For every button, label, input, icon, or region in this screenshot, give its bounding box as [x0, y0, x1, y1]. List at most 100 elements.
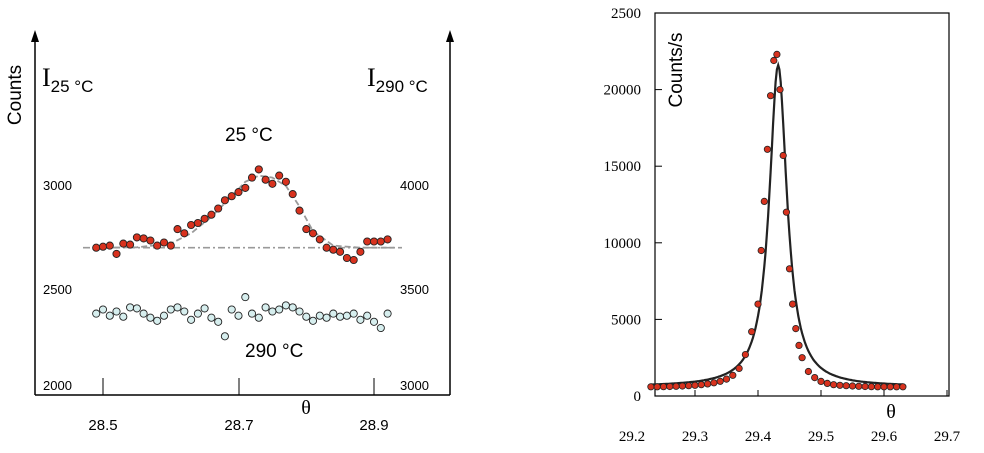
point-25c	[132, 233, 141, 242]
right-data-point	[691, 381, 699, 389]
point-25c	[227, 192, 236, 201]
right-xtick-label: 29.3	[682, 429, 708, 445]
right-data-point	[836, 381, 844, 389]
right-data-point	[703, 380, 712, 388]
right-data-point	[817, 377, 825, 385]
point-25c	[92, 243, 101, 252]
point-290c	[336, 312, 345, 321]
right-data-point	[886, 383, 894, 391]
point-290c	[363, 311, 372, 320]
left-axis-title-sub: 25 °C	[51, 77, 94, 96]
point-290c	[166, 305, 175, 314]
point-290c	[98, 305, 108, 314]
right-data-point	[804, 367, 813, 376]
left-xtick-28.7: 28.7	[224, 417, 253, 434]
point-25c	[336, 247, 345, 256]
point-290c	[369, 317, 379, 326]
left-fit-curve	[96, 174, 395, 249]
left-chart-left-axis-title: I25 °C	[42, 63, 93, 96]
point-25c	[214, 204, 223, 213]
right-data-point	[754, 300, 762, 308]
point-290c	[159, 311, 169, 320]
point-25c	[349, 255, 358, 265]
point-25c	[315, 235, 324, 244]
right-data-point	[760, 197, 768, 205]
point-25c	[112, 249, 121, 258]
point-290c	[376, 323, 385, 333]
left-chart-xlabel: θ	[301, 397, 311, 419]
right-data-point	[788, 300, 797, 308]
point-25c	[180, 229, 189, 238]
point-290c	[288, 303, 297, 312]
right-data-point	[823, 379, 831, 387]
left-chart: Counts I25 °C I290 °C 25 °C 290 °C 2000 …	[5, 30, 454, 434]
point-290c	[295, 307, 304, 316]
right-data-point	[776, 86, 784, 94]
point-290c	[119, 312, 128, 321]
right-data-point	[867, 383, 876, 391]
point-290c	[329, 309, 338, 318]
right-data-point	[710, 379, 718, 387]
right-data-point	[892, 383, 901, 391]
point-290c	[105, 311, 114, 320]
right-data-point	[773, 50, 781, 59]
right-data-point	[735, 364, 743, 372]
left-ytick-3000: 3000	[43, 178, 72, 193]
point-25c	[153, 241, 162, 250]
point-25c	[376, 237, 385, 246]
right-ytick-label: 10000	[604, 236, 642, 252]
point-290c	[187, 315, 196, 324]
right-ytick-label: 20000	[604, 83, 642, 99]
right-xtick-label: 29.6	[871, 429, 898, 445]
point-290c	[112, 307, 121, 316]
point-25c	[363, 237, 372, 246]
point-290c	[383, 309, 392, 318]
right-data-point	[770, 56, 778, 65]
point-25c	[119, 239, 128, 248]
point-25c	[220, 196, 229, 205]
right-data-point	[653, 383, 661, 391]
right-data-point	[798, 354, 806, 362]
right-xtick-label: 29.5	[808, 429, 834, 445]
right-data-point	[666, 382, 674, 391]
left-axis-title-main: I	[42, 63, 51, 92]
point-290c	[349, 309, 358, 318]
right-xtick-label: 29.4	[745, 429, 772, 445]
right-data-point	[729, 371, 737, 379]
right-data-point	[766, 92, 775, 100]
point-25c	[200, 214, 209, 223]
left-xtick-28.9: 28.9	[359, 417, 388, 434]
point-25c	[356, 247, 365, 256]
right-ytick-label: 5000	[611, 312, 641, 328]
right-chart-frame	[654, 12, 950, 397]
point-25c	[342, 253, 351, 263]
point-25c	[288, 190, 297, 199]
point-290c	[193, 309, 202, 318]
left-ytick-2000: 2000	[43, 378, 72, 393]
series-label-290c: 290 °C	[245, 341, 303, 362]
right-data-point	[748, 328, 756, 336]
point-290c	[126, 303, 135, 312]
point-290c	[254, 313, 263, 322]
point-25c	[98, 242, 108, 251]
right-xticks: 29.2 29.3 29.4 29.5 29.6 29.7	[619, 390, 961, 445]
point-290c	[261, 303, 270, 312]
right-xtick-label: 29.7	[934, 429, 961, 445]
point-290c	[153, 316, 162, 325]
right-data-point	[697, 381, 705, 389]
point-25c	[139, 234, 148, 243]
point-25c	[383, 235, 392, 244]
point-25c	[173, 225, 182, 234]
point-25c	[247, 173, 257, 182]
point-290c	[227, 305, 236, 314]
right-data-point	[899, 383, 907, 391]
point-290c	[214, 317, 223, 326]
right-fit-curve	[650, 61, 903, 386]
point-25c	[105, 241, 114, 250]
left-fit-layer	[83, 174, 402, 249]
point-25c	[241, 183, 250, 192]
point-25c	[295, 206, 304, 215]
point-290c	[234, 311, 243, 320]
right-ytick-3500: 3500	[400, 282, 429, 297]
